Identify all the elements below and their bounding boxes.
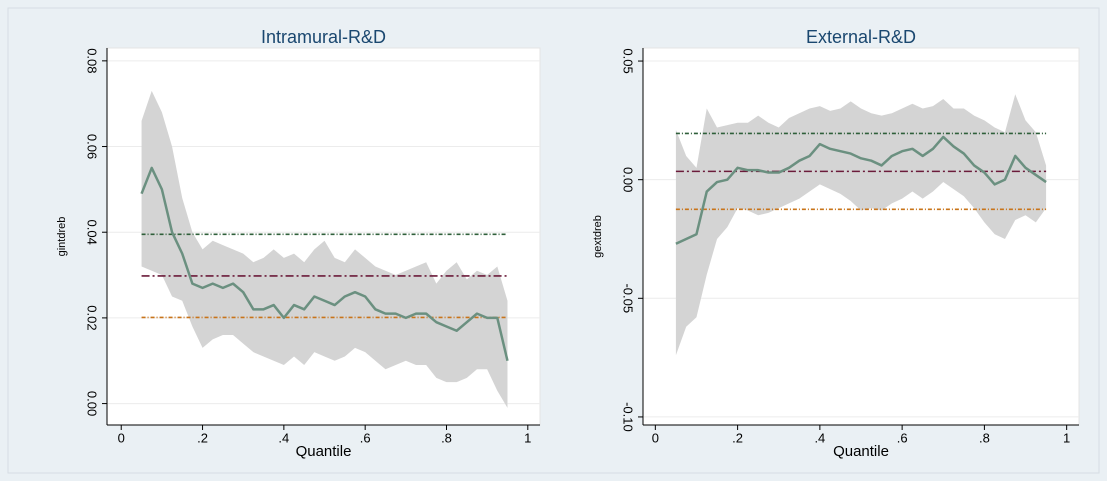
y-tick-label: 0.00 [85,391,100,416]
confidence-band [675,94,1047,356]
x-tick-label: .4 [278,430,289,445]
x-tick-label: 1 [1063,430,1070,445]
chart-title: External-R&D [806,27,916,47]
x-tick-label: .2 [197,430,208,445]
y-tick-label: 0.04 [85,220,100,245]
estimate-line [675,135,1047,245]
y-tick-label: 0.05 [621,48,636,73]
estimate-line [140,166,509,362]
x-tick-label: .2 [732,430,743,445]
y-tick-label: -0.05 [621,283,636,313]
x-tick-label: 0 [652,430,659,445]
x-tick-label: .8 [441,430,452,445]
y-tick-label: -0.10 [621,402,636,432]
confidence-band [141,90,508,408]
x-tick-label: .4 [814,430,825,445]
y-tick-label: 0.08 [85,48,100,73]
x-tick-label: .6 [897,430,908,445]
y-tick-label: 0.06 [85,134,100,159]
x-axis-label: Quantile [296,443,352,460]
x-tick-label: 0 [118,430,125,445]
chart-title: Intramural-R&D [261,27,386,47]
x-tick-label: .6 [360,430,371,445]
y-tick-label: 0.00 [621,167,636,192]
x-tick-label: .8 [979,430,990,445]
x-axis-label: Quantile [833,443,889,460]
x-tick-label: 1 [524,430,531,445]
y-axis-label: gextdreb [592,215,604,258]
y-tick-label: 0.02 [85,305,100,330]
y-axis-label: gintdreb [56,217,68,257]
